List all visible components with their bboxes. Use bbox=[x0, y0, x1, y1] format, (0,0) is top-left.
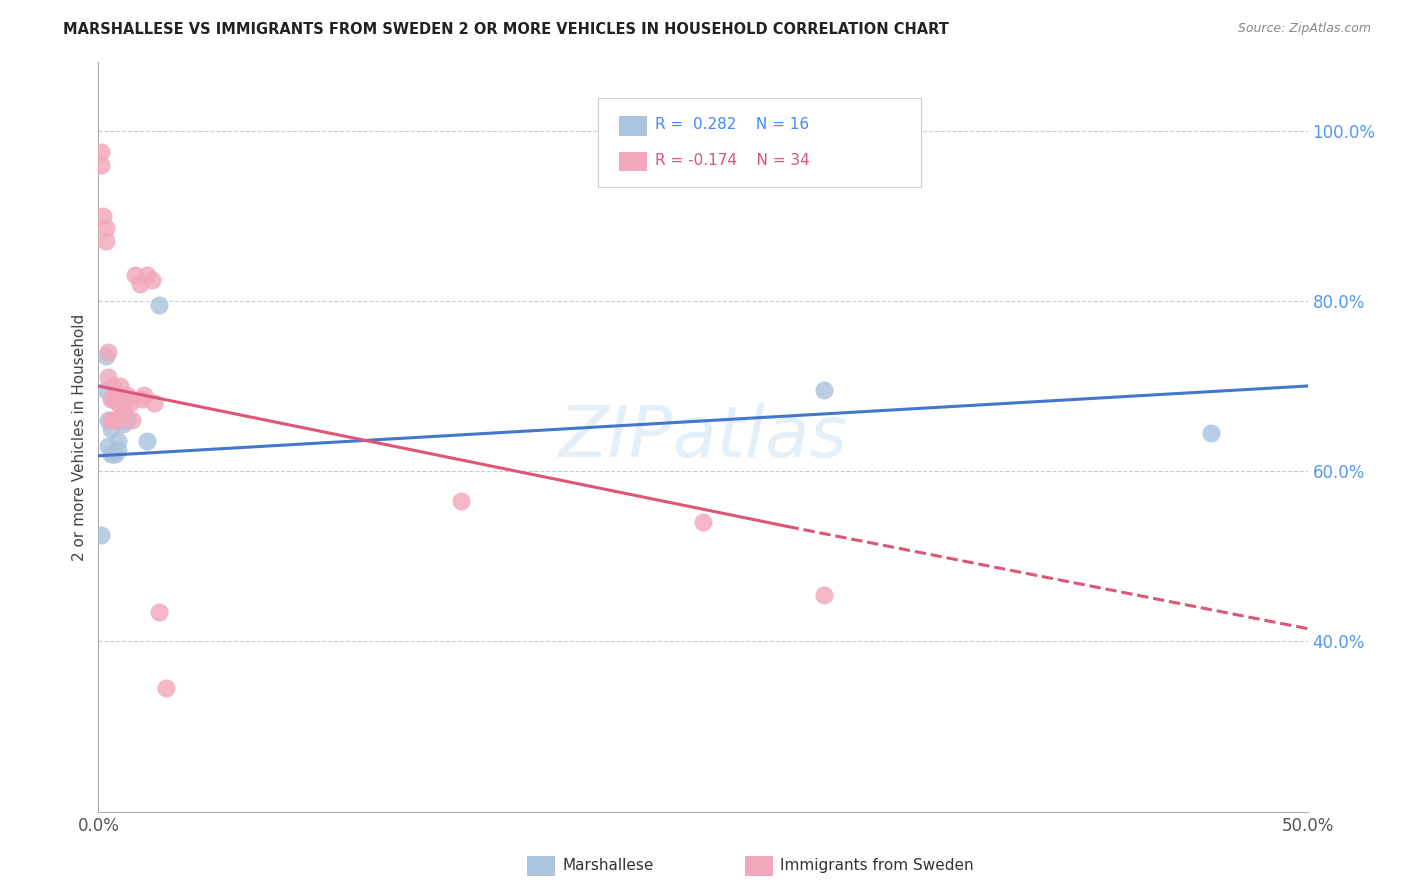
Point bbox=[90, 528, 112, 542]
Point bbox=[97, 345, 120, 359]
Point bbox=[101, 392, 124, 406]
Point bbox=[141, 272, 163, 286]
Point bbox=[155, 681, 177, 696]
Y-axis label: 2 or more Vehicles in Household: 2 or more Vehicles in Household bbox=[72, 313, 87, 561]
Text: MARSHALLESE VS IMMIGRANTS FROM SWEDEN 2 OR MORE VEHICLES IN HOUSEHOLD CORRELATIO: MARSHALLESE VS IMMIGRANTS FROM SWEDEN 2 … bbox=[63, 22, 949, 37]
Point bbox=[107, 442, 129, 457]
Point bbox=[107, 396, 129, 410]
Point bbox=[90, 158, 112, 172]
Point bbox=[117, 387, 139, 401]
Point bbox=[100, 413, 122, 427]
Point bbox=[128, 277, 150, 291]
Point bbox=[148, 605, 170, 619]
Point bbox=[148, 298, 170, 312]
Point bbox=[97, 439, 120, 453]
Text: Immigrants from Sweden: Immigrants from Sweden bbox=[780, 858, 974, 872]
Text: Marshallese: Marshallese bbox=[562, 858, 654, 872]
Point bbox=[450, 494, 472, 508]
Point bbox=[90, 145, 112, 159]
Point bbox=[117, 413, 139, 427]
Point bbox=[101, 379, 124, 393]
Point bbox=[121, 413, 143, 427]
Point bbox=[813, 384, 835, 398]
Point bbox=[135, 268, 157, 283]
Point bbox=[100, 392, 122, 406]
Point bbox=[94, 234, 117, 248]
Point bbox=[107, 413, 129, 427]
Text: ZIPatlas: ZIPatlas bbox=[558, 402, 848, 472]
Point bbox=[107, 434, 129, 449]
Point bbox=[813, 588, 835, 602]
Point bbox=[94, 221, 117, 235]
Point bbox=[101, 413, 124, 427]
Point bbox=[97, 413, 120, 427]
Point bbox=[97, 370, 120, 384]
Point bbox=[135, 434, 157, 449]
Text: Source: ZipAtlas.com: Source: ZipAtlas.com bbox=[1237, 22, 1371, 36]
Text: R =  0.282    N = 16: R = 0.282 N = 16 bbox=[655, 118, 810, 132]
Text: R = -0.174    N = 34: R = -0.174 N = 34 bbox=[655, 153, 810, 168]
Point bbox=[108, 379, 131, 393]
Point bbox=[1199, 425, 1222, 440]
Point bbox=[91, 209, 114, 223]
Point bbox=[124, 268, 146, 283]
Point bbox=[104, 447, 127, 461]
Point bbox=[114, 396, 136, 410]
Point bbox=[101, 447, 124, 461]
Point bbox=[131, 392, 153, 406]
Point bbox=[111, 404, 134, 418]
Point bbox=[100, 421, 122, 435]
Point bbox=[134, 387, 156, 401]
Point bbox=[100, 447, 122, 461]
Point bbox=[111, 417, 134, 432]
Point bbox=[94, 349, 117, 363]
Point bbox=[692, 515, 714, 529]
Point bbox=[118, 396, 141, 410]
Point bbox=[94, 384, 117, 398]
Point bbox=[104, 392, 127, 406]
Point bbox=[143, 396, 166, 410]
Point bbox=[104, 387, 127, 401]
